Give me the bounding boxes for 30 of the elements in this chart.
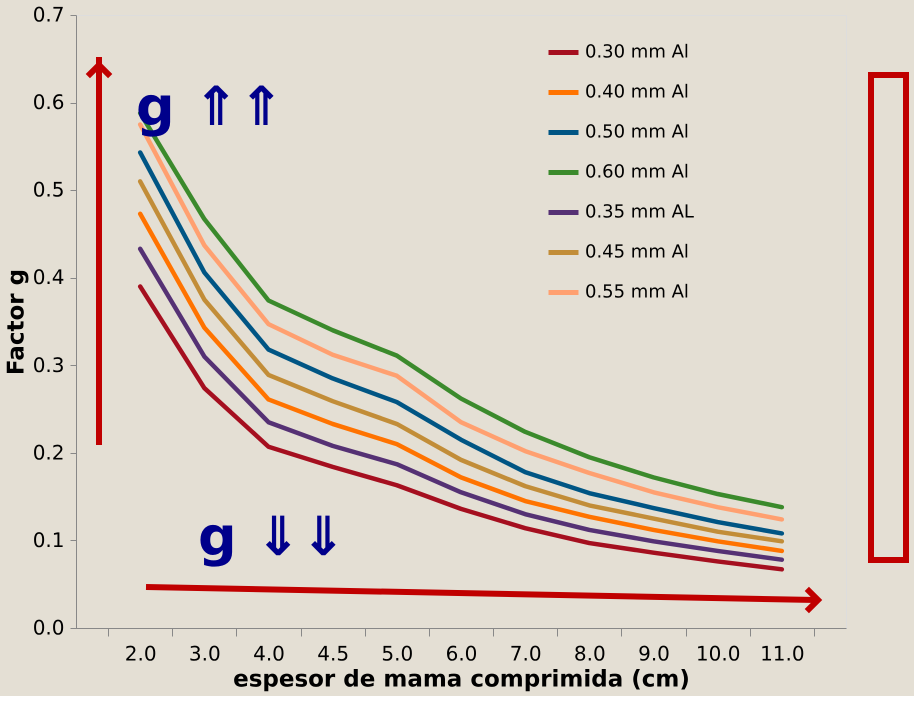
x-tick-label: 8.0: [574, 642, 606, 666]
y-tick-label: 0.0: [32, 616, 64, 640]
legend-label: 0.35 mm AL: [585, 202, 694, 222]
x-tick-label: 2.0: [124, 642, 157, 666]
x-tick-label: 10.0: [696, 642, 740, 666]
annotation: g ⇓⇓: [198, 505, 346, 568]
legend-label: 0.30 mm Al: [585, 42, 689, 62]
y-tick-label: 0.7: [32, 2, 64, 26]
annotation: g ⇑⇑: [136, 75, 284, 138]
x-tick-label: 9.0: [638, 642, 670, 666]
legend-label: 0.60 mm Al: [585, 162, 689, 182]
x-tick-label: 6.0: [446, 642, 478, 666]
x-tick-label: 5.0: [381, 642, 414, 666]
x-tick-label: 3.0: [188, 642, 221, 666]
legend-label: 0.40 mm Al: [585, 82, 689, 102]
y-axis-title: Factor g: [4, 268, 30, 376]
y-tick-label: 0.4: [32, 265, 64, 290]
legend-label: 0.45 mm Al: [585, 242, 689, 262]
y-tick-label: 0.6: [32, 90, 64, 114]
x-axis-title: espesor de mama comprimida (cm): [233, 666, 690, 692]
y-tick-label: 0.5: [32, 178, 64, 202]
legend-label: 0.50 mm Al: [585, 122, 689, 142]
x-tick-label: 4.5: [317, 642, 350, 666]
x-tick-label: 7.0: [510, 642, 542, 666]
x-tick-label: 4.0: [253, 642, 285, 666]
x-tick-label: 11.0: [760, 642, 805, 666]
y-tick-label: 0.2: [32, 440, 64, 464]
y-tick-label: 0.3: [32, 352, 64, 377]
legend-label: 0.55 mm Al: [585, 282, 689, 302]
y-tick-label: 0.1: [32, 528, 64, 552]
